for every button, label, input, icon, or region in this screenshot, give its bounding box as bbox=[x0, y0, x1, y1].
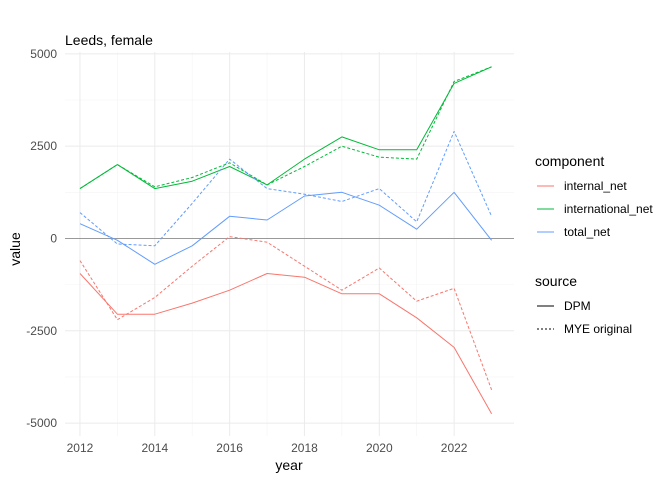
x-tick-label: 2018 bbox=[291, 441, 318, 455]
x-tick-label: 2020 bbox=[366, 441, 393, 455]
series-total-net-mye-original bbox=[79, 130, 493, 247]
legend-component: component internal_net international_nett… bbox=[535, 153, 653, 239]
y-tick-label: 2500 bbox=[30, 139, 57, 153]
y-tick-label: 0 bbox=[50, 231, 57, 245]
x-axis-title: year bbox=[275, 457, 303, 473]
legend-label-total-net: total_net bbox=[564, 225, 611, 239]
series-internal-net-dpm bbox=[79, 273, 493, 415]
y-axis-title: value bbox=[7, 232, 23, 266]
x-axis-ticks: 2012 2014 2016 2018 2020 2022 bbox=[67, 441, 468, 455]
chart-title: Leeds, female bbox=[65, 32, 153, 48]
legend-source-title: source bbox=[535, 273, 577, 289]
legend-label-international-net: international_net bbox=[564, 202, 653, 216]
y-tick-label: 5000 bbox=[30, 47, 57, 61]
legend-label-internal-net: internal_net bbox=[564, 179, 627, 193]
x-tick-label: 2016 bbox=[216, 441, 243, 455]
grid-lines bbox=[65, 52, 514, 436]
legend-label-mye-original: MYE original bbox=[564, 322, 632, 336]
y-axis-ticks: -5000 -2500 0 2500 5000 bbox=[26, 47, 57, 430]
x-tick-label: 2012 bbox=[67, 441, 94, 455]
legend-source: source DPM MYE original bbox=[535, 273, 632, 336]
x-tick-label: 2022 bbox=[441, 441, 468, 455]
x-tick-label: 2014 bbox=[141, 441, 168, 455]
series-lines bbox=[79, 66, 493, 415]
legend-component-title: component bbox=[535, 153, 604, 169]
series-internal-net-mye-original bbox=[79, 236, 493, 390]
y-tick-label: -5000 bbox=[26, 416, 57, 430]
legend-label-dpm: DPM bbox=[564, 299, 591, 313]
y-tick-label: -2500 bbox=[26, 324, 57, 338]
series-international-net-mye-original bbox=[79, 66, 492, 190]
series-total-net-dpm bbox=[79, 191, 492, 265]
series-international-net-dpm bbox=[79, 66, 492, 190]
